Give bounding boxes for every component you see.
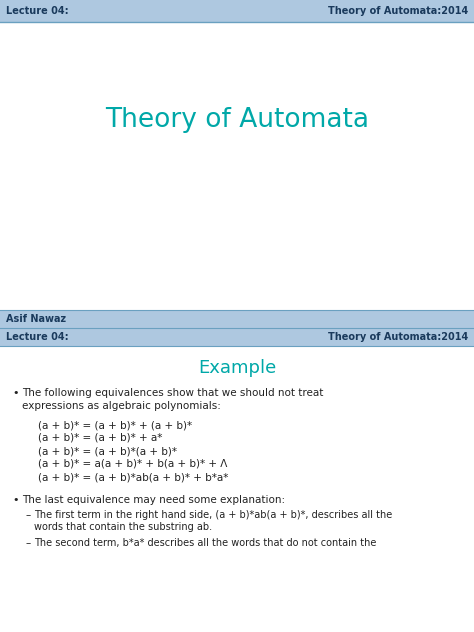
Text: The following equivalences show that we should not treat: The following equivalences show that we … <box>22 388 323 398</box>
Bar <box>0 310 474 328</box>
Bar <box>0 0 474 22</box>
Text: expressions as algebraic polynomials:: expressions as algebraic polynomials: <box>22 401 221 411</box>
Text: Theory of Automata:2014: Theory of Automata:2014 <box>328 332 468 342</box>
Text: The first term in the right hand side, (a + b)*ab(a + b)*, describes all the: The first term in the right hand side, (… <box>34 510 392 520</box>
Text: (a + b)* = (a + b)*ab(a + b)* + b*a*: (a + b)* = (a + b)*ab(a + b)* + b*a* <box>38 472 228 482</box>
Text: –: – <box>26 538 31 548</box>
Text: The second term, b*a* describes all the words that do not contain the: The second term, b*a* describes all the … <box>34 538 376 548</box>
Text: Asif Nawaz: Asif Nawaz <box>6 314 66 324</box>
Text: (a + b)* = (a + b)*(a + b)*: (a + b)* = (a + b)*(a + b)* <box>38 446 177 456</box>
Text: •: • <box>12 495 18 505</box>
Text: Lecture 04:: Lecture 04: <box>6 332 69 342</box>
Text: words that contain the substring ab.: words that contain the substring ab. <box>34 522 212 532</box>
Text: •: • <box>12 388 18 398</box>
Text: (a + b)* = (a + b)* + a*: (a + b)* = (a + b)* + a* <box>38 433 163 443</box>
Text: Theory of Automata:2014: Theory of Automata:2014 <box>328 6 468 16</box>
Text: The last equivalence may need some explanation:: The last equivalence may need some expla… <box>22 495 285 505</box>
Text: (a + b)* = a(a + b)* + b(a + b)* + Λ: (a + b)* = a(a + b)* + b(a + b)* + Λ <box>38 459 228 469</box>
Text: (a + b)* = (a + b)* + (a + b)*: (a + b)* = (a + b)* + (a + b)* <box>38 420 192 430</box>
Bar <box>0 328 474 346</box>
Text: Lecture 04:: Lecture 04: <box>6 6 69 16</box>
Text: Theory of Automata: Theory of Automata <box>105 107 369 133</box>
Text: –: – <box>26 510 31 520</box>
Text: Example: Example <box>198 359 276 377</box>
